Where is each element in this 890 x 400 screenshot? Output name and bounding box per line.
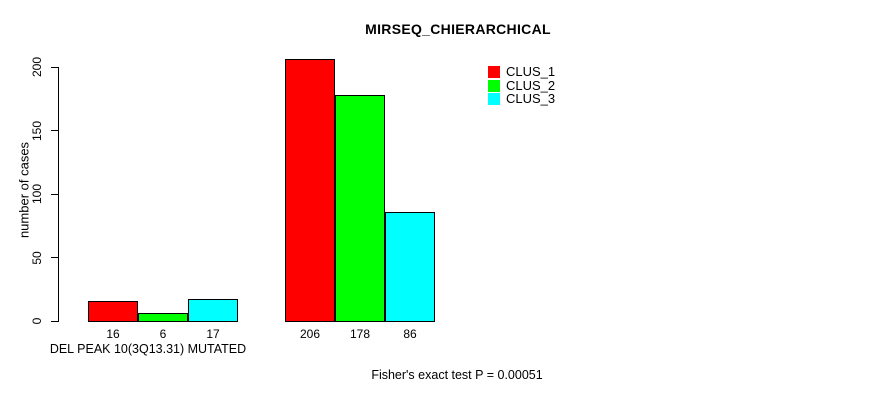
bar-clus_2-group1 — [138, 313, 188, 322]
bar-value-label: 6 — [159, 327, 167, 341]
pvalue-annotation: Fisher's exact test P = 0.00051 — [371, 368, 543, 382]
y-tick-label: 0 — [30, 317, 44, 325]
bar-clus_3-group1 — [188, 299, 238, 322]
legend-swatch-clus-3-icon — [488, 93, 500, 105]
y-tick-mark — [51, 257, 58, 258]
y-tick-mark — [51, 66, 58, 68]
bar-value-label: 16 — [106, 327, 120, 341]
y-tick-label: 100 — [30, 183, 44, 205]
legend: CLUS_1 CLUS_2 CLUS_3 — [488, 64, 556, 107]
legend-swatch-clus-2-icon — [488, 79, 500, 92]
legend-item-label: CLUS_3 — [506, 91, 556, 106]
bar-value-label: 86 — [403, 327, 417, 341]
bar-clus_1-group1 — [88, 301, 138, 322]
y-tick-label: 50 — [30, 250, 44, 265]
bar-clus_2-group2 — [335, 95, 385, 322]
legend-item-clus-1: CLUS_1 — [488, 64, 556, 79]
chart-title: MIRSEQ_CHIERARCHICAL — [365, 21, 551, 37]
y-tick-label: 200 — [30, 56, 44, 78]
bar-clus_1-group2 — [285, 59, 335, 322]
legend-item-clus-3: CLUS_3 — [488, 91, 556, 106]
y-tick-mark — [51, 193, 58, 195]
legend-item-label: CLUS_1 — [506, 64, 556, 79]
legend-item-label: CLUS_2 — [506, 77, 556, 93]
bar-value-label: 17 — [206, 327, 220, 341]
bar-value-label: 178 — [349, 327, 371, 341]
legend-swatch-clus-1-icon — [488, 66, 500, 78]
bar-clus_3-group2 — [385, 212, 435, 322]
y-axis-line — [58, 67, 59, 322]
legend-item-clus-2: CLUS_2 — [488, 77, 556, 93]
bar-value-label: 206 — [299, 327, 321, 341]
y-tick-mark — [51, 320, 58, 322]
y-tick-mark — [51, 130, 58, 131]
y-tick-label: 150 — [30, 120, 44, 141]
x-group-label: DEL PEAK 10(3Q13.31) MUTATED — [49, 342, 247, 356]
